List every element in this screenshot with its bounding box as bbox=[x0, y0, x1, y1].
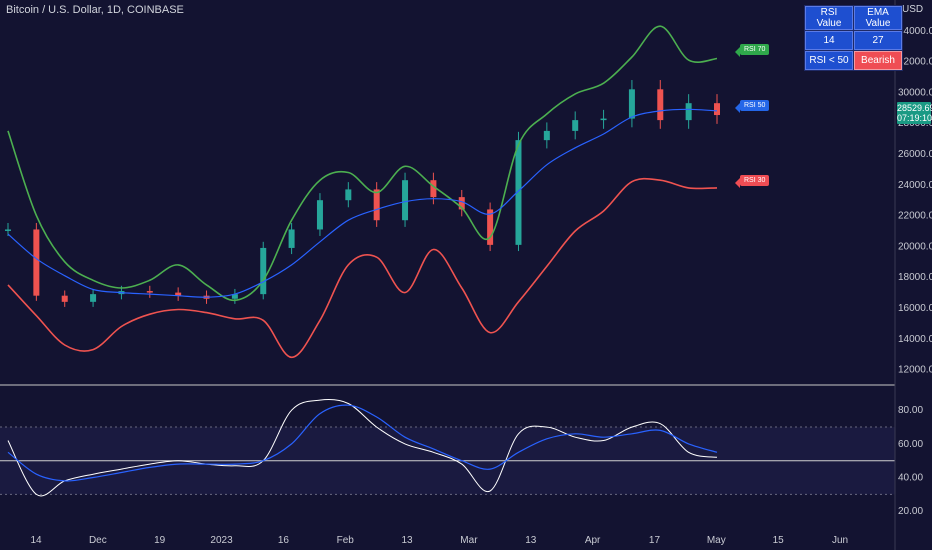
price-axis: 12000.00 14000.00 16000.00 18000.00 20000.00… bbox=[898, 26, 932, 376]
candle-body bbox=[600, 118, 607, 121]
rsi-tick-label: 80.00 bbox=[898, 405, 923, 416]
currency-label: USD bbox=[902, 4, 924, 15]
price-tick-label: 16000.00 bbox=[898, 303, 932, 314]
time-tick-label: Feb bbox=[337, 535, 355, 546]
ema-header: EMA Value bbox=[854, 6, 902, 30]
price-tick-label: 14000.00 bbox=[898, 334, 932, 345]
rsi-tick-label: 60.00 bbox=[898, 439, 923, 450]
time-tick-label: 13 bbox=[525, 535, 537, 546]
candle-body bbox=[90, 294, 97, 302]
lower-band-line bbox=[7, 177, 718, 359]
current-price: 28529.69 bbox=[897, 103, 932, 113]
ema-value: 27 bbox=[854, 31, 902, 50]
price-tick-label: 34000.00 bbox=[898, 26, 932, 37]
candle-body bbox=[685, 103, 692, 121]
price-tick-label: 26000.00 bbox=[898, 149, 932, 160]
rsi-70-label: RSI 70 bbox=[734, 44, 770, 57]
time-tick-label: Jun bbox=[832, 535, 848, 546]
rsi-ema-line bbox=[7, 404, 718, 482]
signal-badge: Bearish bbox=[854, 51, 902, 70]
candle-body bbox=[33, 229, 40, 296]
time-axis: 14 Dec 19 2023 16 Feb 13 Mar 13 Apr 17 May 15 Jun bbox=[30, 535, 848, 546]
price-tick-label: 24000.00 bbox=[898, 180, 932, 191]
time-tick-label: 16 bbox=[278, 535, 290, 546]
candle-body bbox=[345, 189, 352, 201]
time-tick-label: 19 bbox=[154, 535, 166, 546]
candle-body bbox=[628, 89, 635, 119]
candle-body bbox=[260, 247, 267, 295]
time-tick-label: Apr bbox=[585, 535, 601, 546]
condition: RSI < 50 bbox=[805, 51, 853, 70]
candle-body bbox=[231, 294, 238, 299]
time-tick-label: 13 bbox=[402, 535, 414, 546]
current-price-tag: 28529.69 07:19:10 bbox=[897, 102, 932, 124]
ema-line bbox=[7, 108, 718, 298]
candle-body bbox=[175, 292, 182, 296]
chart-title: Bitcoin / U.S. Dollar, 1D, COINBASE bbox=[6, 4, 184, 16]
rsi-header: RSI Value bbox=[805, 6, 853, 30]
bar-countdown: 07:19:10 bbox=[897, 113, 932, 123]
time-tick-label: 2023 bbox=[210, 535, 233, 546]
price-tick-label: 22000.00 bbox=[898, 211, 932, 222]
candle-body bbox=[146, 291, 153, 293]
candle-body bbox=[288, 229, 295, 248]
price-tick-label: 20000.00 bbox=[898, 241, 932, 252]
series-layer bbox=[5, 25, 720, 497]
price-tick-label: 12000.00 bbox=[898, 365, 932, 376]
time-tick-label: Mar bbox=[460, 535, 478, 546]
rsi-value: 14 bbox=[805, 31, 853, 50]
price-tick-label: 18000.00 bbox=[898, 272, 932, 283]
candle-body bbox=[487, 209, 494, 245]
price-tick-label: 30000.00 bbox=[898, 87, 932, 98]
rsi-50-label: RSI 50 bbox=[734, 100, 770, 113]
candle-body bbox=[515, 140, 522, 245]
candle-body bbox=[373, 189, 380, 221]
rsi-tick-label: 20.00 bbox=[898, 506, 923, 517]
candle-body bbox=[714, 103, 720, 116]
candle-body bbox=[657, 89, 664, 121]
candle-body bbox=[5, 229, 11, 231]
candle-body bbox=[458, 197, 465, 210]
candle-body bbox=[430, 180, 437, 198]
candle-body bbox=[402, 180, 409, 221]
rsi-axis: 20.00 40.00 60.00 80.00 bbox=[898, 405, 923, 517]
rsi-30-label: RSI 30 bbox=[734, 175, 770, 188]
candle-body bbox=[61, 295, 68, 302]
time-tick-label: May bbox=[707, 535, 726, 546]
upper-band-line bbox=[7, 25, 718, 302]
price-tick-label: 32000.00 bbox=[898, 57, 932, 68]
time-tick-label: 15 bbox=[773, 535, 785, 546]
time-tick-label: Dec bbox=[89, 535, 107, 546]
rsi-tick-label: 40.00 bbox=[898, 473, 923, 484]
rsi-line bbox=[7, 399, 718, 497]
candle-body bbox=[543, 130, 550, 141]
time-tick-label: 14 bbox=[30, 535, 42, 546]
candle-body bbox=[572, 120, 579, 131]
rsi-pane bbox=[0, 426, 895, 495]
stats-table: RSI Value EMA Value 14 27 RSI < 50 Beari… bbox=[804, 5, 903, 71]
candle-body bbox=[316, 200, 323, 230]
time-tick-label: 17 bbox=[649, 535, 661, 546]
